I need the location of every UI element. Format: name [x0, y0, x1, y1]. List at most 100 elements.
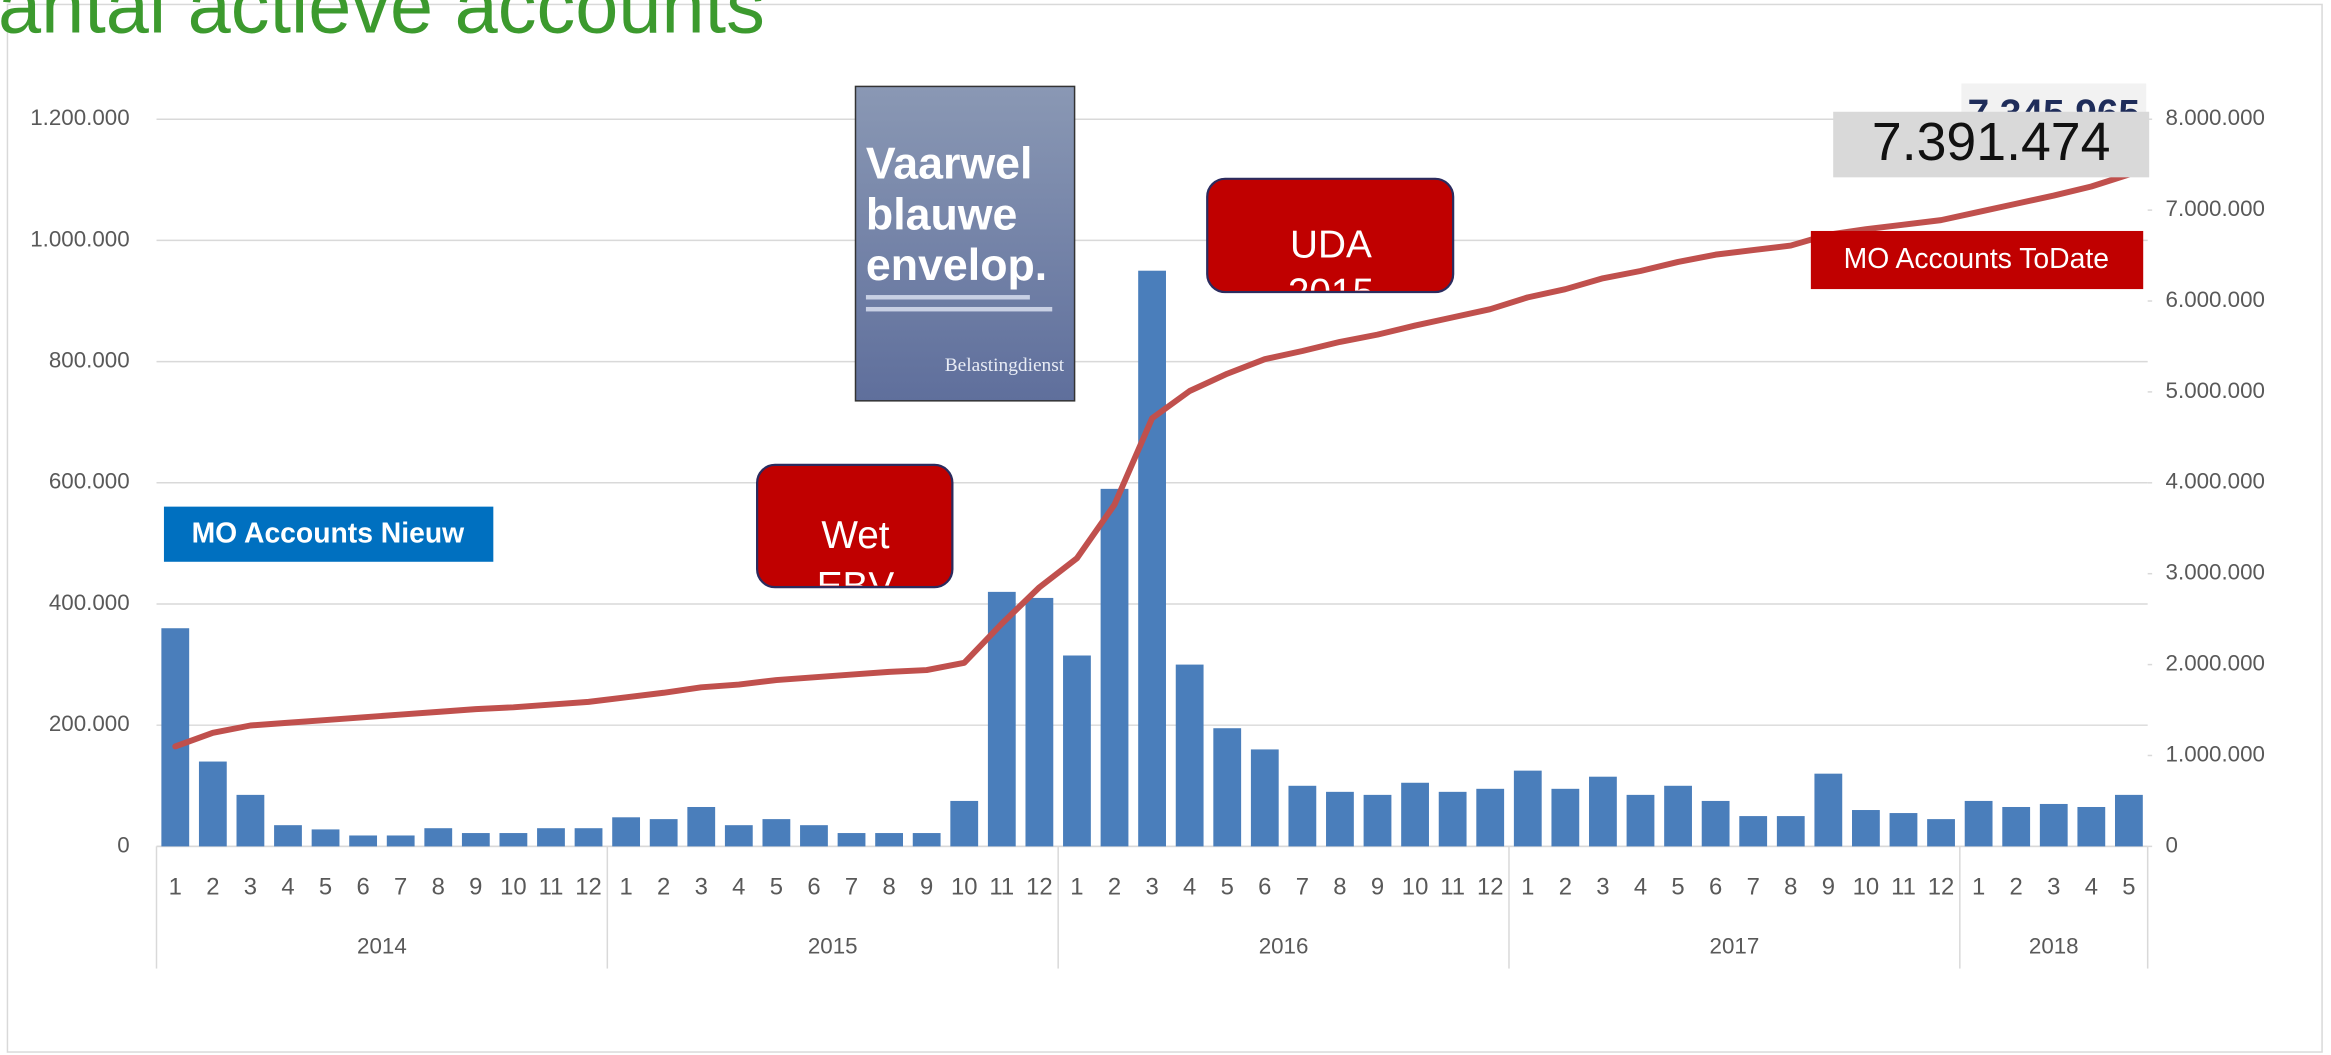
- x-tick-label: 1: [1070, 873, 1083, 900]
- event-box: [1206, 177, 1455, 294]
- group-label: 2017: [1710, 934, 1760, 959]
- x-tick-label: 6: [356, 873, 369, 900]
- x-tick-label: 11: [989, 873, 1014, 900]
- x-tick-label: 10: [1853, 873, 1880, 900]
- bar: [461, 833, 490, 847]
- x-tick-label: 7: [1296, 873, 1309, 900]
- x-tick-label: 5: [1671, 873, 1684, 900]
- y-tick-label: 1.000.000: [30, 226, 129, 251]
- chart-title: Aantal actieve accounts: [0, 0, 765, 49]
- x-tick-label: 10: [951, 873, 978, 900]
- x-tick-label: 4: [281, 873, 294, 900]
- poster-line: Vaarwel: [866, 140, 1032, 189]
- group-label: 2014: [357, 934, 407, 959]
- bar: [537, 828, 565, 847]
- bar: [912, 833, 941, 847]
- bar: [1964, 800, 1993, 847]
- x-tick-label: 1: [1972, 873, 1985, 900]
- bar: [1250, 749, 1279, 847]
- x-tick-label: 1: [169, 873, 182, 900]
- x-tick-label: 8: [1333, 873, 1346, 900]
- y2-tick-label: 1.000.000: [2166, 741, 2265, 766]
- y2-tick-label: 6.000.000: [2166, 287, 2265, 312]
- y2-tick-label: 5.000.000: [2166, 378, 2265, 403]
- y2-tick-label: 4.000.000: [2166, 469, 2265, 494]
- bar: [950, 800, 979, 847]
- legend-line: [1810, 230, 2144, 290]
- bar: [724, 825, 753, 847]
- group-label: 2016: [1259, 934, 1309, 959]
- poster-fine-print: [865, 306, 1053, 312]
- x-tick-label: 4: [1183, 873, 1196, 900]
- poster-line: blauwe: [866, 190, 1017, 239]
- line: [172, 171, 2132, 750]
- x-tick-label: 9: [920, 873, 933, 900]
- x-tick-label: 12: [1928, 873, 1955, 900]
- event-line: UDA: [1290, 224, 1372, 267]
- bar: [612, 817, 641, 847]
- poster-brand: Belastingdienst: [945, 355, 1065, 376]
- x-tick-label: 1: [619, 873, 632, 900]
- bar: [649, 819, 678, 847]
- bar: [1175, 664, 1204, 847]
- bar: [837, 833, 866, 847]
- x-tick-label: 4: [2085, 873, 2098, 900]
- x-tick-label: 12: [1026, 873, 1053, 900]
- bar: [349, 835, 378, 847]
- x-tick-label: 9: [469, 873, 482, 900]
- bar: [198, 761, 227, 847]
- bar: [499, 833, 528, 847]
- value-label: 7.391.474: [1872, 112, 2111, 172]
- poster: [854, 85, 1076, 402]
- x-tick-label: 1: [1521, 873, 1534, 900]
- y2-tick-label: 0: [2166, 832, 2178, 857]
- group-label: 2018: [2029, 934, 2079, 959]
- plot: 0 200.000 400.000 600.000 800.000 1.000.000 1.…: [30, 105, 2265, 969]
- bar: [1513, 770, 1542, 847]
- x-tick-label: 2: [1108, 873, 1121, 900]
- bar: [1551, 788, 1580, 847]
- y2-tick-label: 7.000.000: [2166, 196, 2265, 221]
- x-tick-label: 7: [1747, 873, 1760, 900]
- bar: [1063, 655, 1091, 847]
- bar: [1701, 800, 1730, 847]
- y-tick-label: 200.000: [49, 711, 130, 736]
- x-tick-label: 2: [2010, 873, 2023, 900]
- x-tick-label: 10: [500, 873, 527, 900]
- x-tick-label: 11: [1440, 873, 1465, 900]
- y2-tick-label: 8.000.000: [2166, 105, 2265, 130]
- x-tick-label: 8: [882, 873, 895, 900]
- bar: [236, 794, 265, 847]
- y-tick-label: 800.000: [49, 348, 130, 373]
- x-tick-label: 11: [1891, 873, 1916, 900]
- x-tick-label: 2: [657, 873, 670, 900]
- x-tick-label: 9: [1371, 873, 1384, 900]
- bar: [1889, 813, 1918, 847]
- annotations: MO Accounts Nieuw MO Accounts ToDate Wet…: [163, 83, 2150, 608]
- bar: [1138, 270, 1166, 847]
- bar: [762, 819, 791, 847]
- bar: [1326, 791, 1354, 847]
- x-tick-label: 4: [1634, 873, 1647, 900]
- bar: [1664, 785, 1692, 847]
- x-tick-label: 5: [1221, 873, 1234, 900]
- y-tick-label: 0: [117, 832, 129, 857]
- event-text: Wet EBV: [817, 514, 895, 608]
- bar: [1438, 791, 1467, 847]
- bar: [274, 825, 302, 847]
- bar: [1814, 773, 1843, 847]
- x-tick-label: 7: [394, 873, 407, 900]
- x-tick-label: 5: [770, 873, 783, 900]
- bar: [1476, 788, 1505, 847]
- bar: [574, 828, 603, 847]
- event-line: EBV: [817, 565, 895, 608]
- x-tick-label: 2: [1559, 873, 1572, 900]
- x-tick-label: 8: [1784, 873, 1797, 900]
- bar: [1589, 776, 1617, 847]
- bar: [1288, 785, 1317, 847]
- bar: [1739, 816, 1768, 847]
- value-box: [1833, 111, 2150, 178]
- bar: [875, 833, 904, 847]
